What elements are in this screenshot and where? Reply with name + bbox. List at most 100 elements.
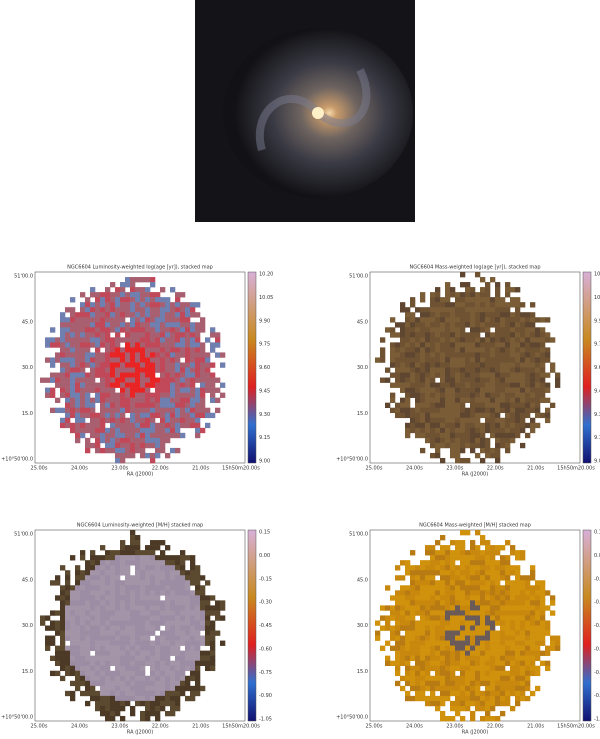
map-pixel — [500, 665, 506, 672]
map-pixel — [440, 342, 446, 348]
map-pixel — [440, 600, 446, 606]
map-pixel — [450, 387, 456, 393]
map-pixel — [185, 302, 191, 308]
map-pixel — [395, 412, 401, 419]
map-pixel — [90, 660, 96, 667]
map-pixel — [445, 580, 451, 586]
map-pixel — [120, 457, 126, 464]
map-pixel — [195, 427, 201, 434]
map-pixel — [130, 432, 136, 439]
map-pixel — [550, 362, 556, 368]
map-pixel — [450, 322, 456, 328]
map-pixel — [110, 625, 116, 631]
map-pixel — [170, 630, 176, 636]
map-pixel — [190, 635, 196, 641]
map-pixel — [110, 610, 116, 616]
map-pixel — [145, 645, 151, 651]
map-pixel — [150, 605, 156, 611]
map-pixel — [395, 575, 401, 581]
map-pixel — [520, 685, 526, 692]
map-pixel — [425, 665, 431, 672]
map-pixel — [430, 382, 436, 388]
map-pixel — [70, 377, 76, 383]
colorbar-tick-label: 0.00 — [259, 553, 270, 559]
map-pixel — [390, 610, 396, 616]
map-pixel — [155, 352, 161, 358]
map-pixel — [440, 387, 446, 393]
map-pixel — [430, 565, 436, 571]
map-pixel — [55, 407, 61, 414]
map-pixel — [480, 590, 486, 596]
map-pixel — [155, 645, 161, 651]
map-pixel — [130, 417, 136, 424]
map-pixel — [495, 447, 501, 454]
map-pixel — [445, 397, 451, 403]
map-pixel — [180, 382, 186, 388]
map-pixel — [480, 437, 486, 444]
map-pixel — [115, 332, 121, 338]
map-pixel — [470, 610, 476, 616]
map-pixel — [155, 560, 161, 566]
map-pixel — [130, 342, 136, 348]
map-pixel — [530, 362, 536, 368]
map-pixel — [80, 620, 86, 626]
map-pixel — [480, 457, 486, 464]
map-pixel — [175, 670, 181, 677]
map-pixel — [415, 322, 421, 328]
map-pixel — [215, 377, 221, 383]
map-pixel — [115, 660, 121, 667]
map-pixel — [55, 382, 61, 388]
map-pixel — [515, 645, 521, 651]
map-pixel — [165, 332, 171, 338]
map-pixel — [430, 695, 436, 702]
map-pixel — [430, 362, 436, 368]
map-pixel — [440, 615, 446, 621]
map-pixel — [95, 292, 101, 298]
map-pixel — [485, 442, 491, 449]
map-pixel — [500, 382, 506, 388]
map-pixel — [130, 452, 136, 459]
map-pixel — [500, 670, 506, 677]
map-pixel — [115, 610, 121, 616]
map-pixel — [90, 312, 96, 318]
map-pixel — [185, 680, 191, 687]
map-pixel — [495, 342, 501, 348]
map-pixel — [75, 392, 81, 398]
map-pixel — [165, 580, 171, 586]
map-pixel — [480, 412, 486, 419]
map-pixel — [435, 605, 441, 611]
map-pixel — [405, 585, 411, 591]
map-pixel — [485, 635, 491, 641]
map-pixel — [490, 685, 496, 692]
map-pixel — [95, 580, 101, 586]
map-pixel — [510, 407, 516, 414]
map-pixel — [470, 585, 476, 591]
map-pixel — [420, 570, 426, 576]
map-pixel — [95, 327, 101, 333]
map-pixel — [170, 352, 176, 358]
map-pixel — [525, 670, 531, 677]
map-pixel — [220, 615, 226, 621]
map-pixel — [155, 312, 161, 318]
map-pixel — [455, 595, 461, 601]
map-pixel — [425, 595, 431, 601]
map-pixel — [545, 352, 551, 358]
map-pixel — [460, 367, 466, 373]
map-pixel — [125, 357, 131, 363]
map-pixel — [95, 655, 101, 661]
map-pixel — [170, 397, 176, 403]
map-pixel — [515, 382, 521, 388]
map-pixel — [130, 292, 136, 298]
map-pixel — [165, 615, 171, 621]
map-pixel — [155, 540, 161, 546]
map-pixel — [510, 382, 516, 388]
map-pixel — [485, 665, 491, 672]
map-pixel — [135, 297, 141, 303]
map-pixel — [175, 327, 181, 333]
map-pixel — [510, 680, 516, 687]
x-tick-label: 15h50m20.00s — [557, 466, 595, 472]
map-pixel — [415, 432, 421, 439]
map-pixel — [415, 352, 421, 358]
map-pixel — [175, 347, 181, 353]
map-pixel — [505, 337, 511, 343]
